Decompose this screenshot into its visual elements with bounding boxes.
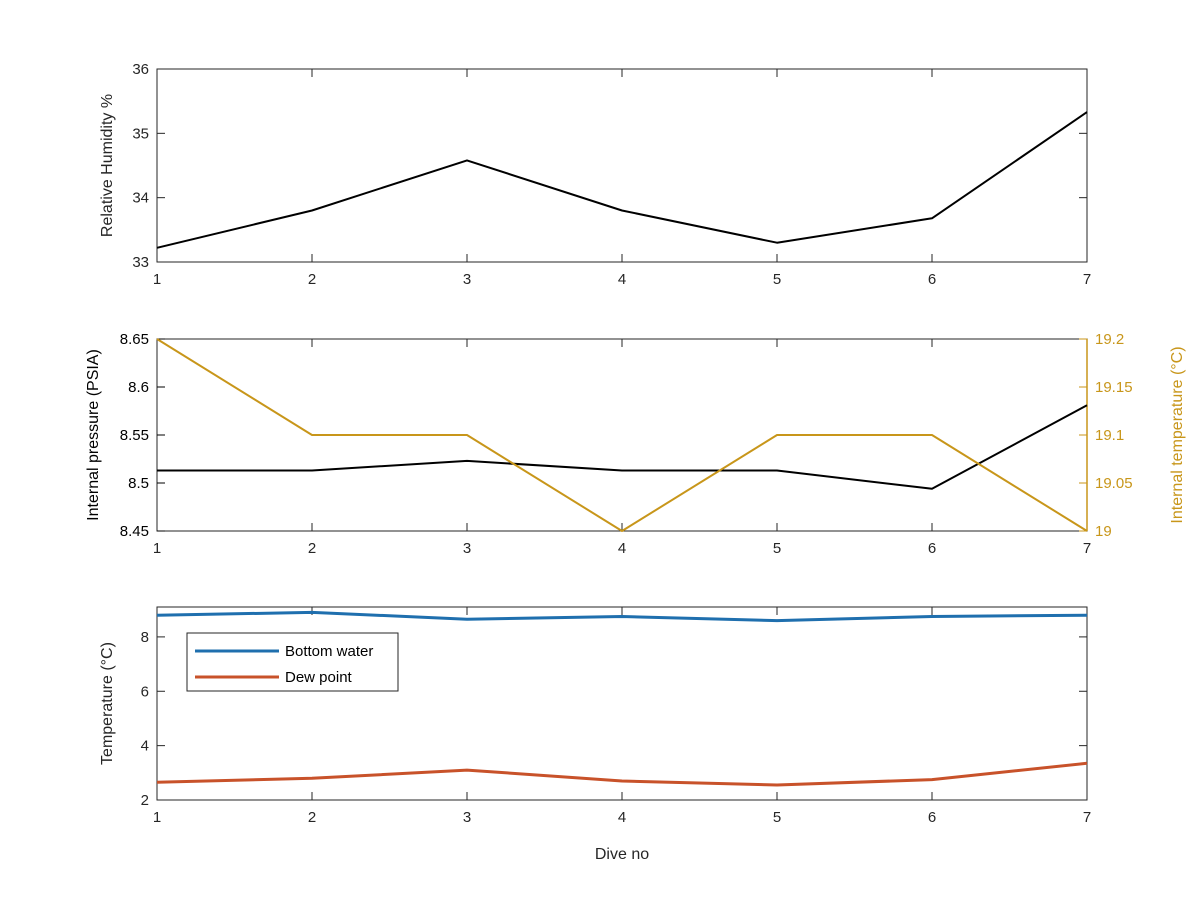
y-tick-label: 8.55 bbox=[120, 427, 149, 444]
y-tick-label: 36 bbox=[132, 61, 149, 78]
y-tick-label-right: 19 bbox=[1095, 523, 1112, 540]
y-tick-label: 4 bbox=[141, 738, 149, 755]
legend-box bbox=[186, 632, 399, 692]
legend-label: Dew point bbox=[285, 669, 353, 686]
y-tick-label: 8 bbox=[141, 629, 149, 646]
x-tick-label: 3 bbox=[463, 540, 471, 557]
x-tick-label: 2 bbox=[308, 540, 316, 557]
x-tick-label: 5 bbox=[773, 809, 781, 826]
x-tick-label: 5 bbox=[773, 271, 781, 288]
y-tick-label: 34 bbox=[132, 190, 149, 207]
y-tick-label: 6 bbox=[141, 683, 149, 700]
x-tick-label: 6 bbox=[928, 809, 936, 826]
x-tick-label: 2 bbox=[308, 271, 316, 288]
x-tick-label: 7 bbox=[1083, 540, 1091, 557]
y-axis-label-right: Internal temperature (°C) bbox=[1169, 346, 1186, 523]
x-axis-label: Dive no bbox=[595, 846, 649, 863]
x-tick-label: 2 bbox=[308, 809, 316, 826]
y-tick-label-right: 19.1 bbox=[1095, 427, 1124, 444]
x-tick-label: 3 bbox=[463, 809, 471, 826]
y-axis-label: Internal pressure (PSIA) bbox=[85, 349, 102, 521]
y-tick-label: 33 bbox=[132, 254, 149, 271]
y-tick-label: 35 bbox=[132, 125, 149, 142]
plot-area-1 bbox=[156, 68, 1088, 263]
x-tick-label: 7 bbox=[1083, 271, 1091, 288]
x-tick-label: 4 bbox=[618, 540, 626, 557]
x-tick-label: 5 bbox=[773, 540, 781, 557]
y-tick-label: 8.5 bbox=[128, 475, 149, 492]
series-line-1 bbox=[156, 111, 1088, 249]
y-tick-label-right: 19.05 bbox=[1095, 475, 1133, 492]
y-tick-label: 2 bbox=[141, 792, 149, 809]
series-line-2 bbox=[156, 338, 1088, 532]
y-tick-label: 8.6 bbox=[128, 379, 149, 396]
x-tick-label: 1 bbox=[153, 809, 161, 826]
y-axis-label: Relative Humidity % bbox=[99, 94, 116, 237]
x-tick-label: 1 bbox=[153, 271, 161, 288]
y-axis-label: Temperature (°C) bbox=[99, 642, 116, 765]
y-tick-label-right: 19.15 bbox=[1095, 379, 1133, 396]
plot-area-2 bbox=[156, 338, 1088, 532]
x-tick-label: 4 bbox=[618, 809, 626, 826]
x-tick-label: 7 bbox=[1083, 809, 1091, 826]
legend-label: Bottom water bbox=[285, 643, 373, 660]
series-line-1 bbox=[157, 404, 1088, 490]
y-tick-label: 8.45 bbox=[120, 523, 149, 540]
x-tick-label: 4 bbox=[618, 271, 626, 288]
series-line-2 bbox=[156, 761, 1088, 787]
y-tick-label-right: 19.2 bbox=[1095, 331, 1124, 348]
x-tick-label: 3 bbox=[463, 271, 471, 288]
x-tick-label: 6 bbox=[928, 540, 936, 557]
x-tick-label: 6 bbox=[928, 271, 936, 288]
y-tick-label: 8.65 bbox=[120, 331, 149, 348]
series-line-1 bbox=[156, 610, 1088, 623]
x-tick-label: 1 bbox=[153, 540, 161, 557]
